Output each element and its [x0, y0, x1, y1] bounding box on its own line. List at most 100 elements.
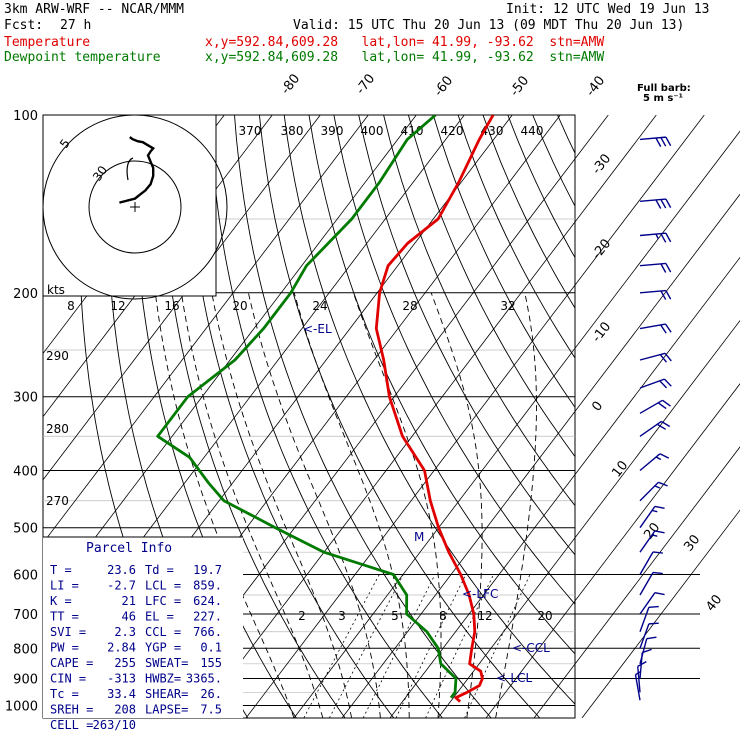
barb-full	[659, 380, 668, 389]
trace-clip-group	[156, 115, 495, 703]
barb-full	[662, 399, 671, 407]
barb-full	[665, 323, 672, 333]
parcel-label2-1: LCL =	[145, 579, 181, 593]
pressure-label-200: 200	[13, 287, 38, 302]
hodograph-ring-inner	[88, 160, 182, 254]
parcel-value-4: 2.3	[114, 625, 136, 639]
theta-label-380: 380	[281, 124, 304, 138]
parcel-value2-8: 26.	[200, 687, 222, 701]
isotherm-label-0: 0	[589, 399, 606, 415]
barb-full	[665, 290, 672, 300]
dry-adiabat-330	[308, 115, 575, 655]
hodograph-xtick-12: 12	[110, 299, 125, 313]
isotherm-label--80: -80	[278, 71, 303, 97]
isotherm-label--20: -20	[589, 236, 614, 262]
isotherm-label--70: -70	[353, 71, 378, 97]
dewpoint-trace	[156, 115, 458, 699]
dry-adiabat-390	[457, 115, 575, 359]
mixing-ratio-20	[464, 574, 531, 718]
dry-adiabat-450	[607, 115, 740, 718]
moist-adiabat-32	[495, 292, 537, 718]
left-theta-label-290: 290	[46, 349, 69, 363]
parcel-value2-1: 859.	[193, 579, 222, 593]
wind-barb-700	[639, 592, 665, 615]
parcel-info-box: Parcel Info T = 23.6 Td = 19.7 LI = -2.7 LCL = 8…	[43, 536, 243, 732]
parcel-value-6: 255	[114, 656, 136, 670]
barb-full	[637, 661, 647, 668]
barb-half	[654, 485, 661, 489]
barb-staff	[639, 453, 661, 472]
marker-ccl: <-CCL	[512, 641, 550, 655]
parcel-label2-5: YGP =	[145, 641, 181, 655]
wind-barb-600	[639, 551, 663, 575]
parcel-value-8: 33.4	[107, 687, 136, 701]
wind-barb-800	[639, 622, 659, 649]
isotherm-label--30: -30	[589, 151, 614, 177]
hodograph-xtick-24: 24	[312, 299, 327, 313]
hodograph-box	[42, 114, 217, 297]
pressure-label-300: 300	[13, 391, 38, 406]
wind-barb-180	[639, 262, 672, 273]
parcel-label-2: K =	[50, 594, 72, 608]
isotherm-label-40: 40	[703, 592, 725, 614]
wind-barb-550	[639, 530, 665, 553]
mixing-ratio-label-5: 5	[391, 609, 399, 623]
parcel-label-8: Tc =	[50, 687, 79, 701]
forecast-label: Fcst:	[4, 18, 44, 33]
barb-full	[654, 530, 665, 534]
barb-staff	[639, 481, 659, 502]
dry-adiabat-290	[209, 115, 443, 718]
legend-dewpoint-location: x,y=592.84,609.28 lat,lon= 41.99, -93.62…	[205, 50, 605, 65]
parcel-label-9: SREH =	[50, 703, 93, 717]
moist-adiabat-26	[430, 292, 483, 718]
isotherm-30	[485, 383, 740, 718]
left-theta-label-270: 270	[46, 494, 69, 508]
mixing-ratio-label-2: 2	[298, 609, 306, 623]
barb-staff	[639, 551, 654, 575]
wind-barb-200	[639, 289, 672, 300]
hodograph-trace	[119, 136, 156, 204]
dry-adiabat-340	[333, 115, 575, 605]
barb-full	[646, 636, 657, 640]
theta-label-400: 400	[361, 124, 384, 138]
parcel-label2-9: LAPSE=	[145, 703, 188, 717]
barb-half	[655, 456, 662, 461]
parcel-box-bg	[43, 537, 243, 718]
mixing-ratio-label-12: 12	[477, 609, 492, 623]
wind-barb-950	[637, 661, 647, 693]
isotherm-50	[581, 509, 740, 718]
pressure-label-400: 400	[13, 465, 38, 480]
wind-barbs	[634, 136, 672, 701]
theta-label-440: 440	[521, 124, 544, 138]
marker-el: <-EL	[303, 322, 332, 336]
model-title: 3km ARW-WRF -- NCAR/MMM	[4, 2, 185, 17]
isotherm--80	[43, 115, 417, 607]
parcel-value2-9: 7.5	[200, 703, 222, 717]
parcel-value2-6: 155	[200, 656, 222, 670]
isotherm-label-30: 30	[681, 532, 703, 554]
parcel-label-0: T =	[50, 563, 72, 577]
parcel-label2-4: CCL =	[145, 625, 181, 639]
moist-adiabat-20	[352, 292, 442, 718]
wind-barb-350	[639, 420, 671, 437]
barb-half	[635, 671, 641, 676]
wind-barb-750	[639, 605, 659, 632]
left-theta-label-280: 280	[46, 422, 69, 436]
mixing-ratio-label-8: 8	[439, 609, 447, 623]
barb-legend-line1: Full barb:	[637, 83, 691, 94]
isotherm-10	[389, 256, 740, 718]
barb-full	[665, 232, 672, 243]
barb-full	[665, 136, 672, 147]
isotherm-20	[437, 319, 740, 718]
wind-barb-500	[639, 505, 665, 529]
wind-barb-650	[639, 571, 663, 596]
parcel-label2-6: SWEAT=	[145, 656, 188, 670]
barb-full	[654, 592, 665, 596]
barb-full	[660, 290, 667, 300]
wind-barb-980	[634, 671, 641, 701]
barb-full	[660, 233, 667, 243]
barb-full	[659, 453, 670, 459]
parcel-label-5: PW =	[50, 641, 79, 655]
dry-adiabat-370	[407, 115, 575, 458]
